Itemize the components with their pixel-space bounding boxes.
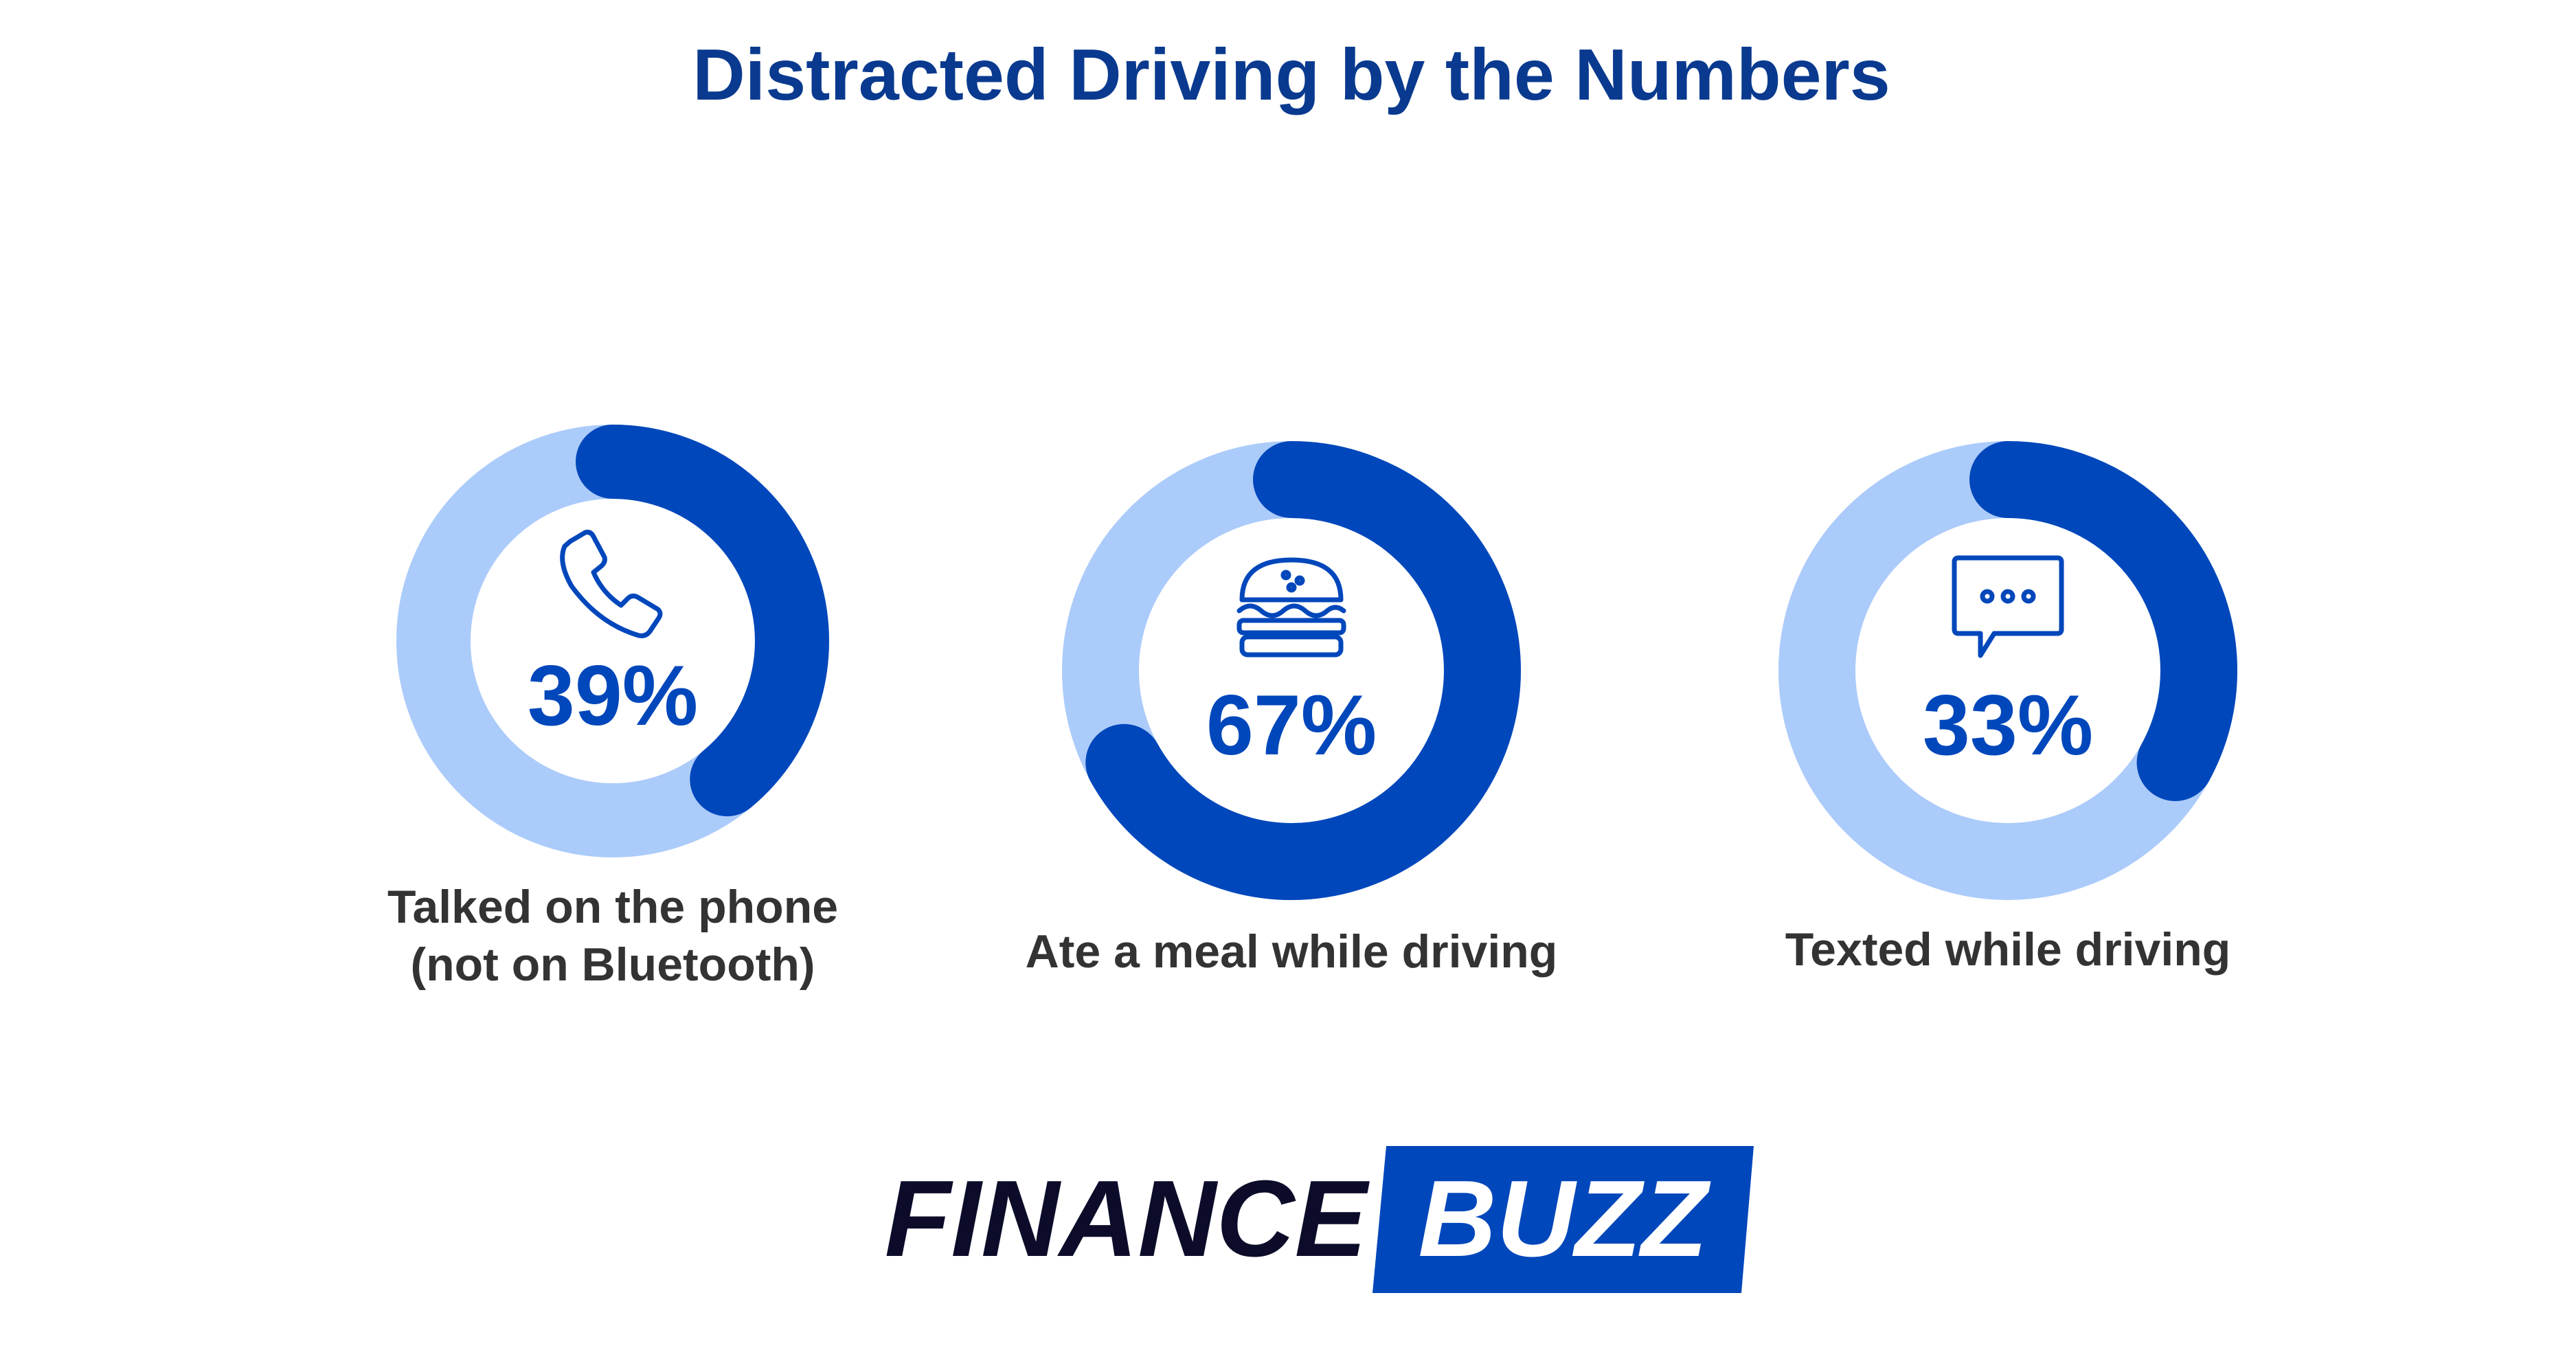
category-label: Texted while driving — [1785, 923, 2231, 976]
value-label: 33% — [1923, 678, 2093, 773]
category-label: Talked on the phone (not on Bluetooth) — [387, 881, 839, 991]
chat-icon — [1952, 555, 2064, 658]
donut-arc — [1778, 441, 2237, 900]
logo-right: BUZZ — [1418, 1158, 1711, 1279]
logo-left: FINANCE — [885, 1158, 1370, 1279]
value-label: 39% — [528, 649, 698, 743]
phone-icon — [560, 530, 663, 638]
donut-arc — [396, 425, 829, 857]
category-label: Ate a meal while driving — [1025, 925, 1558, 978]
chart-title: Distracted Driving by the Numbers — [692, 34, 1890, 115]
burger-icon — [1236, 557, 1346, 658]
logo-box — [1372, 1146, 1754, 1293]
value-label: 67% — [1206, 678, 1377, 773]
donut-arc — [1062, 441, 1521, 900]
